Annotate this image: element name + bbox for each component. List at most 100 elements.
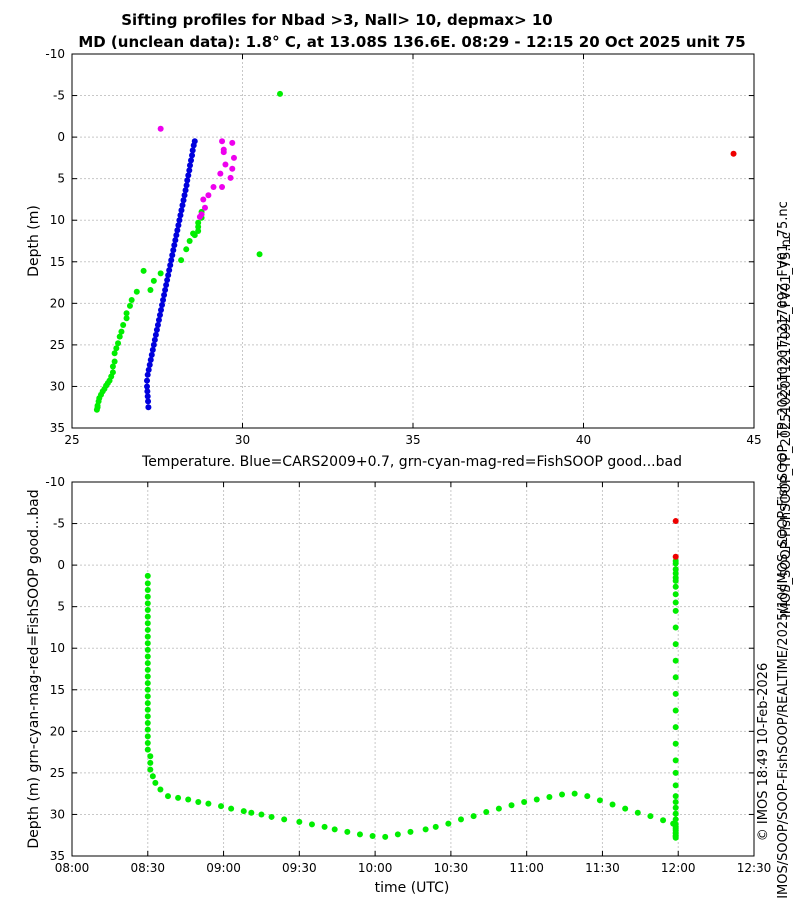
data-point-green [133,288,140,295]
data-point-blue [161,292,168,299]
data-point-green [152,779,159,786]
data-point-green [144,726,151,733]
data-point-blue [181,192,188,199]
data-point-magenta [157,125,164,132]
data-point-magenta [200,196,207,203]
data-point-green [369,833,376,840]
y-tick-label: 0 [57,558,65,572]
data-point-blue [171,242,178,249]
x-tick-label: 09:30 [282,861,317,875]
data-point-blue [176,217,183,224]
x-tick-label: 11:30 [585,861,620,875]
data-point-green [144,600,151,607]
data-point-green [240,808,247,815]
data-point-blue [156,311,163,318]
data-point-blue [178,207,185,214]
plot1-frame [71,53,755,429]
x-tick-label: 10:00 [358,861,393,875]
data-point-green [144,593,151,600]
data-point-blue [190,142,197,149]
data-point-blue [180,197,187,204]
plot2-points [144,518,679,841]
data-point-green [144,653,151,660]
y-tick-label: 25 [50,338,65,352]
data-point-green [111,358,118,365]
data-point-green [147,753,154,760]
data-point-green [144,700,151,707]
data-point-blue [182,187,189,194]
data-point-blue [158,306,165,313]
data-point-blue [145,398,152,405]
data-point-blue [189,152,196,159]
data-point-green [296,818,303,825]
data-point-green [164,793,171,800]
x-tick-label: 10:30 [434,861,469,875]
data-point-magenta [205,192,212,199]
data-point-green [147,766,154,773]
data-point-blue [183,182,190,189]
data-point-green [144,626,151,633]
data-point-blue [150,341,157,348]
data-point-blue [188,157,195,164]
data-point-green [609,801,616,808]
data-point-green [584,793,591,800]
data-point-green [144,706,151,713]
data-point-green [185,796,192,803]
y-tick-label: 10 [50,641,65,655]
data-point-red [672,518,679,525]
data-point-magenta [229,165,236,172]
data-point-green [596,797,603,804]
data-point-blue [152,331,159,338]
data-point-blue [164,277,171,284]
x-tick-label: 12:00 [661,861,696,875]
data-point-blue [165,272,172,279]
data-point-blue [144,383,151,390]
y-tick-label: -5 [53,89,65,103]
data-point-green [144,686,151,693]
data-point-green [672,574,679,581]
data-point-green [672,816,679,823]
data-point-blue [159,301,166,308]
data-point-green [277,90,284,97]
data-point-blue [163,282,170,289]
data-point-green [144,680,151,687]
data-point-blue [147,356,154,363]
data-point-blue [145,366,152,373]
y-tick-label: 20 [50,724,65,738]
data-point-blue [170,247,177,254]
data-point-blue [151,336,158,343]
data-point-green [672,825,679,832]
data-point-magenta [217,170,224,177]
data-point-green [672,707,679,714]
y-tick-label: 35 [50,849,65,863]
data-point-green [672,740,679,747]
y-tick-label: 15 [50,683,65,697]
x-tick-label: 25 [64,433,79,447]
data-point-green [140,267,147,274]
data-point-magenta [227,174,234,181]
data-point-green [672,793,679,800]
data-point-green [175,794,182,801]
data-point-blue [145,404,152,411]
data-point-green [634,809,641,816]
data-point-blue [160,297,167,304]
data-point-blue [173,232,180,239]
data-point-blue [179,202,186,209]
data-point-green [256,251,263,258]
data-point-green [144,606,151,613]
plot2-ylabel: Depth (m) grn-cyan-mag-red=FishSOOP good… [26,489,42,848]
data-point-green [321,823,328,830]
data-point-green [622,805,629,812]
data-point-green [150,277,157,284]
title-line-2: MD (unclean data): 1.8° C, at 13.08S 136… [78,33,745,51]
data-point-green [195,219,202,226]
x-tick-label: 12:30 [737,861,772,875]
data-point-green [672,674,679,681]
x-tick-label: 09:00 [206,861,241,875]
data-point-green [228,805,235,812]
data-point-green [144,572,151,579]
data-point-magenta [229,139,236,146]
data-point-green [672,804,679,811]
data-point-blue [162,287,169,294]
data-point-green [546,793,553,800]
